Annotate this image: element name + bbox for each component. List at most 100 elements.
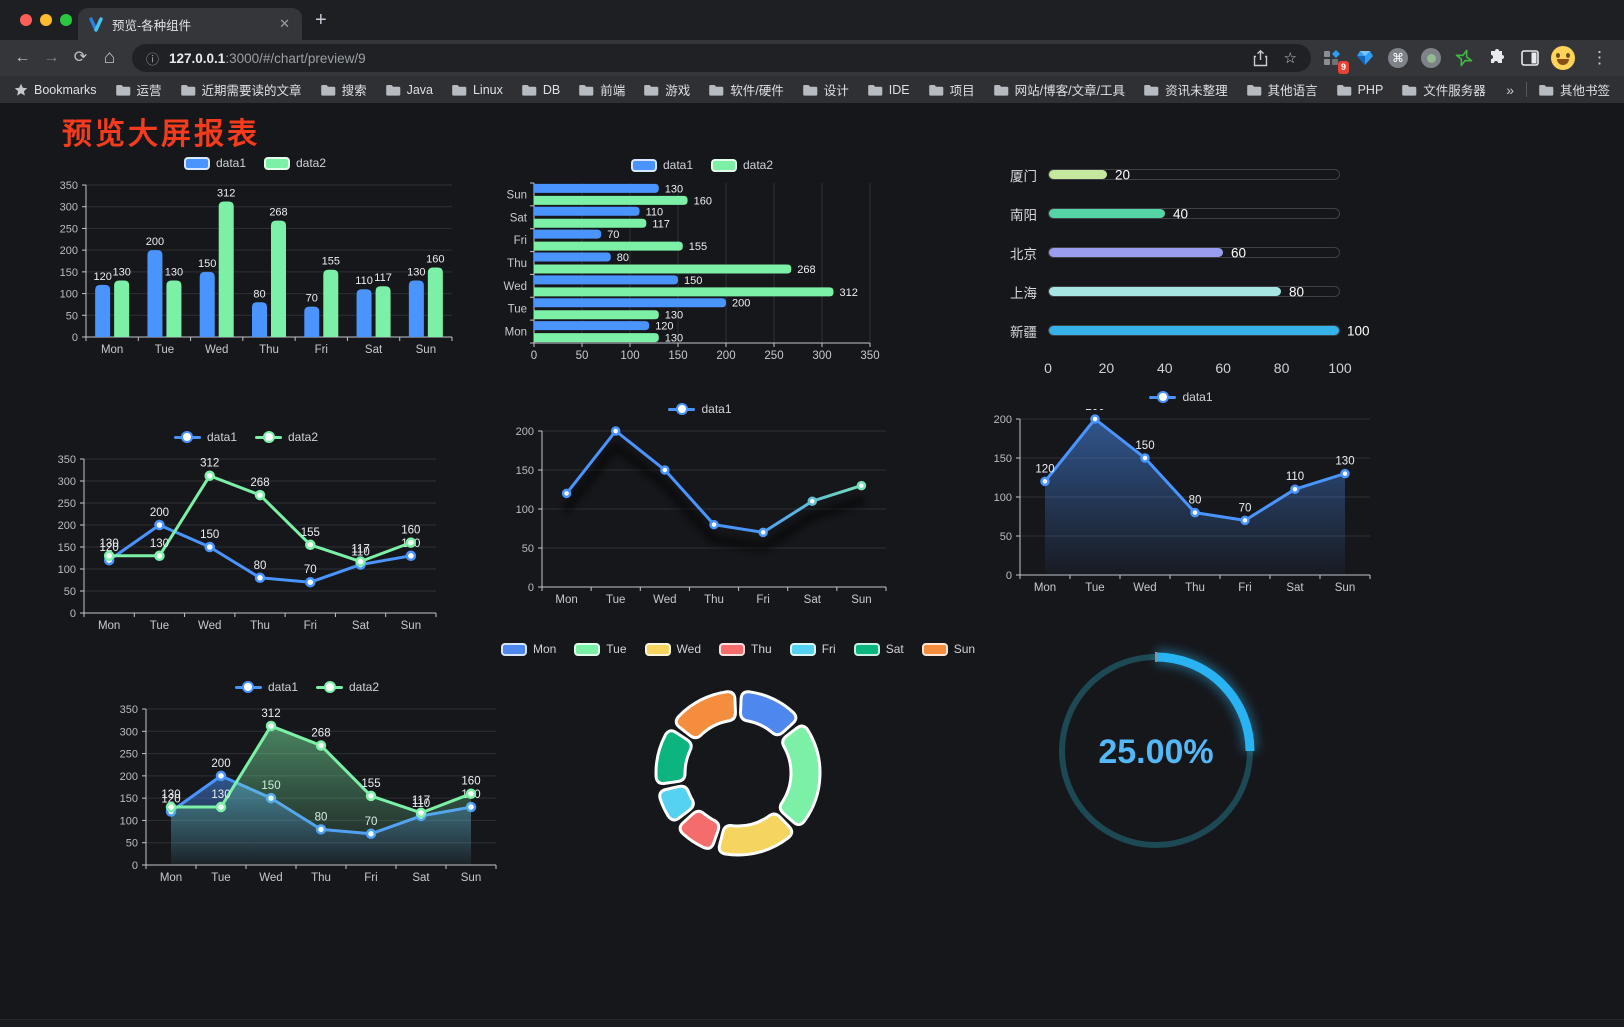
bookmark-folder[interactable]: 设计: [802, 80, 849, 99]
reload-icon[interactable]: ⟳: [73, 49, 88, 66]
new-tab-icon[interactable]: +: [315, 9, 327, 31]
minimize-window-icon[interactable]: [40, 14, 52, 26]
bookmark-folder-label: 网站/博客/文章/工具: [1014, 84, 1126, 98]
svg-text:200: 200: [516, 426, 534, 438]
bookmark-folder[interactable]: IDE: [867, 83, 910, 97]
legend-item-data2[interactable]: data2: [264, 156, 326, 170]
chart-two-series-area-line[interactable]: data1 data2 0 50 100 150 200 250 300 350 Mon Tue Wed…: [106, 675, 508, 891]
window-controls[interactable]: [20, 14, 72, 26]
bookmark-folder[interactable]: PHP: [1336, 83, 1383, 97]
tab-close-icon[interactable]: ✕: [279, 16, 290, 31]
chart-grouped-bar-horizontal[interactable]: data1 data2 0 50 100 150 200 250 300 350 Sun Sat Fri…: [498, 153, 906, 367]
legend-item-Mon[interactable]: Mon: [500, 642, 556, 656]
close-window-icon[interactable]: [20, 14, 32, 26]
sidepanel-icon[interactable]: [1517, 45, 1543, 71]
legend-item-Wed[interactable]: Wed: [644, 642, 701, 656]
legend-item-data1[interactable]: data1: [173, 430, 237, 444]
browser-toolbar: ← → ⟳ ⌂ ⓘ 127.0.0.1:3000/#/chart/preview…: [0, 40, 1624, 76]
gem-extension-icon[interactable]: [1352, 45, 1378, 71]
bookmark-folder[interactable]: 网站/博客/文章/工具: [993, 80, 1126, 99]
legend-swatch: [719, 642, 745, 656]
bookmark-folder[interactable]: 项目: [928, 80, 975, 99]
chart-grouped-bar[interactable]: data1 data2 0 50 100 150 200 250 300 350 Mon Tue Wed…: [46, 151, 464, 363]
svg-text:Tue: Tue: [508, 304, 527, 316]
star-extension-icon[interactable]: [1451, 45, 1477, 71]
url-text[interactable]: 127.0.0.1:3000/#/chart/preview/9: [169, 51, 1241, 66]
browser-tab[interactable]: 预览-各种组件 ✕: [78, 8, 302, 40]
forward-icon[interactable]: →: [43, 49, 60, 66]
other-bookmarks[interactable]: 其他书签: [1539, 80, 1610, 99]
browser-menu-icon[interactable]: ⋮: [1591, 48, 1608, 67]
bookmark-folder[interactable]: 文件服务器: [1402, 80, 1486, 99]
bookmark-folder[interactable]: 前端: [579, 80, 625, 99]
chart-weekday-donut[interactable]: Mon Tue Wed Thu Fri Sat Sun: [500, 637, 975, 875]
puzzle-extensions-icon[interactable]: [1484, 45, 1510, 71]
legend-item-data2[interactable]: data2: [316, 680, 379, 694]
bookmark-folder[interactable]: DB: [522, 83, 560, 97]
chart-city-progress[interactable]: 厦门 20 南阳 40 北京 60 上海 80 新疆 100 0 20 40 60 80 100: [992, 155, 1374, 395]
bookmark-folder[interactable]: 游戏: [644, 80, 690, 99]
page-bottom-strip: [0, 1019, 1624, 1027]
bookmark-folder[interactable]: Linux: [452, 83, 503, 97]
home-icon[interactable]: ⌂: [103, 47, 116, 68]
legend-item-Tue[interactable]: Tue: [574, 642, 627, 656]
legend-item-Sun[interactable]: Sun: [921, 642, 975, 656]
progress-value: 40: [1173, 206, 1189, 221]
point-data2-Mon: [165, 801, 177, 813]
folder-icon: [644, 84, 659, 96]
svg-text:110: 110: [1286, 471, 1304, 483]
bookmark-folder[interactable]: 软件/硬件: [709, 80, 784, 99]
bookmarks-overflow-icon[interactable]: »: [1506, 81, 1514, 98]
svg-text:70: 70: [304, 564, 317, 576]
svg-text:150: 150: [994, 453, 1012, 465]
svg-text:Sun: Sun: [851, 594, 871, 606]
point-data2-Thu: [315, 740, 327, 751]
bookmark-folder[interactable]: 其他语言: [1246, 80, 1318, 99]
grid-extension-icon[interactable]: 9: [1319, 45, 1349, 74]
bookmark-folder[interactable]: 运营: [115, 80, 162, 99]
legend-item-Sat[interactable]: Sat: [853, 642, 904, 656]
folder-icon: [993, 84, 1008, 96]
chart-area-line[interactable]: data1 0 50 100 150 200 Mon Tue Wed Thu Fri Sat Sun 12…: [980, 385, 1382, 601]
legend-item-data1[interactable]: data1: [1149, 390, 1213, 404]
legend-item-data1[interactable]: data1: [630, 158, 693, 172]
svg-text:Thu: Thu: [259, 344, 279, 356]
legend-item-data1[interactable]: data1: [234, 680, 298, 694]
chart-percent-gauge[interactable]: 25.00%: [1034, 641, 1280, 869]
legend-item-Fri[interactable]: Fri: [789, 642, 836, 656]
dot-extension-icon[interactable]: [1418, 45, 1444, 71]
legend-item-data1[interactable]: data1: [183, 156, 246, 170]
back-icon[interactable]: ←: [14, 49, 31, 66]
zoom-window-icon[interactable]: [60, 14, 72, 26]
bookmark-star-icon[interactable]: ☆: [1283, 50, 1297, 67]
bookmark-folder[interactable]: 搜索: [320, 80, 367, 99]
legend-item-data1[interactable]: data1: [668, 402, 732, 416]
bookmark-folder[interactable]: 资讯未整理: [1144, 80, 1228, 99]
site-info-icon[interactable]: ⓘ: [146, 51, 160, 67]
svg-text:100: 100: [58, 564, 76, 576]
svg-text:200: 200: [58, 520, 76, 532]
address-bar[interactable]: ⓘ 127.0.0.1:3000/#/chart/preview/9 ☆: [132, 44, 1311, 72]
bookmark-folder-label: 游戏: [665, 84, 691, 98]
bookmark-folder[interactable]: 近期需要读的文章: [180, 80, 302, 99]
bar-data2-Sun: [427, 267, 443, 337]
progress-value: 80: [1289, 284, 1305, 299]
legend-item-Thu[interactable]: Thu: [719, 642, 772, 656]
chart-two-series-line[interactable]: data1 data2 0 50 100 150 200 250 300 350 Mon Tue Wed…: [44, 425, 448, 639]
svg-text:150: 150: [58, 542, 76, 554]
svg-text:160: 160: [461, 776, 480, 788]
svg-text:117: 117: [351, 544, 369, 556]
chart-gradient-line[interactable]: data1 0 50 100 150 200 Mon Tue Wed Thu Fri Sat Sun: [502, 397, 898, 613]
share-icon[interactable]: [1253, 49, 1268, 67]
legend-label: Thu: [751, 642, 772, 656]
bar-data1-Sun: [534, 183, 659, 193]
bookmark-folder[interactable]: Java: [385, 83, 433, 97]
legend-item-data2[interactable]: data2: [255, 430, 318, 444]
profile-avatar[interactable]: [1550, 45, 1576, 71]
svg-text:120: 120: [161, 794, 180, 806]
bar-data2-Mon: [534, 333, 659, 343]
folder-icon: [452, 84, 467, 96]
bookmarks-root[interactable]: Bookmarks: [14, 83, 97, 97]
command-extension-icon[interactable]: ⌘: [1385, 45, 1411, 71]
legend-item-data2[interactable]: data2: [711, 158, 773, 172]
